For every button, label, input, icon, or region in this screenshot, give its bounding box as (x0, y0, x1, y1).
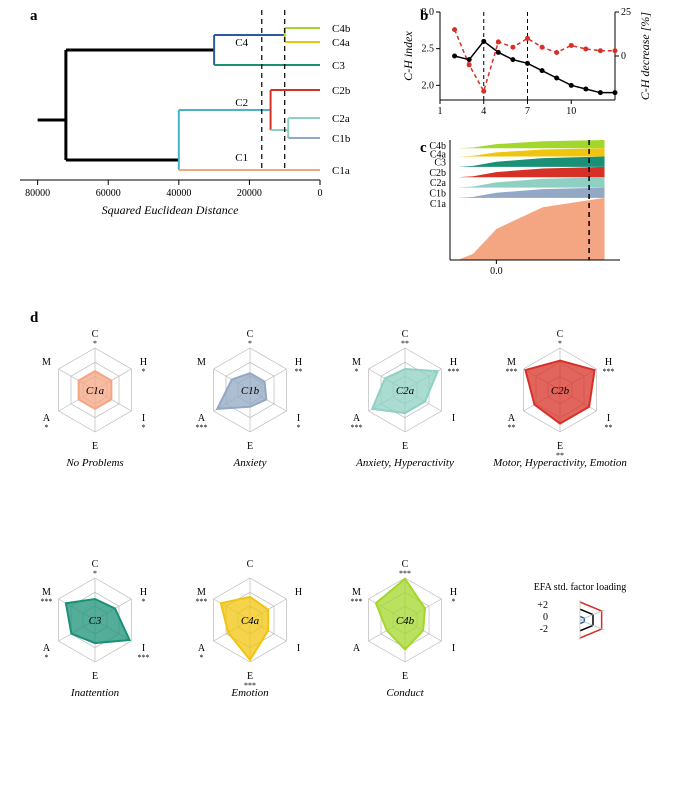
svg-text:***: *** (399, 569, 411, 578)
svg-text:C2b: C2b (551, 385, 570, 397)
svg-text:0: 0 (543, 612, 548, 623)
svg-text:*: * (558, 339, 562, 348)
svg-text:***: *** (506, 367, 518, 376)
panel-d-radars: C*H*I*EA*MC1aNo ProblemsC*H**I*EA***MC1b… (30, 320, 665, 780)
svg-text:I: I (452, 643, 455, 654)
svg-text:*: * (45, 653, 49, 662)
svg-text:**: ** (508, 423, 516, 432)
svg-text:C1a: C1a (430, 199, 447, 210)
svg-text:80000: 80000 (25, 188, 50, 199)
svg-text:10: 10 (566, 106, 576, 117)
svg-text:C3: C3 (89, 615, 102, 627)
svg-text:E: E (247, 441, 253, 452)
svg-text:A: A (353, 643, 361, 654)
node-C2: C2 (235, 97, 248, 109)
svg-text:***: *** (351, 423, 363, 432)
node-C1: C1 (235, 152, 248, 164)
svg-text:-2: -2 (540, 624, 548, 635)
y-left-label: C-H index (401, 31, 415, 81)
leaf-C3: C3 (332, 60, 345, 72)
svg-text:4: 4 (481, 106, 486, 117)
caption-C2a: Anxiety, Hyperactivity (355, 457, 454, 469)
svg-text:7: 7 (525, 106, 530, 117)
svg-text:2.5: 2.5 (422, 44, 435, 55)
svg-text:E: E (402, 671, 408, 682)
leaf-C4a: C4a (332, 37, 350, 49)
svg-text:3.0: 3.0 (422, 7, 435, 18)
svg-text:E: E (402, 441, 408, 452)
svg-text:1: 1 (438, 106, 443, 117)
svg-text:C: C (247, 559, 254, 570)
svg-text:E: E (92, 671, 98, 682)
svg-text:M: M (197, 357, 206, 368)
svg-text:0: 0 (621, 51, 626, 62)
svg-text:***: *** (196, 423, 208, 432)
panel-a-dendrogram: C4b C4a C3 C2b C2a C1b C1a C4 C2 C1 80000 60000 4000… (0, 0, 370, 220)
panel-b-chindex: 2.0 2.5 3.0 0 25 1 4 7 10 C-H index C-H decrease [… (400, 0, 655, 120)
legend-title: EFA std. factor loading (534, 582, 627, 593)
caption-C2b: Motor, Hyperactivity, Emotion (492, 457, 627, 469)
leaf-C1a: C1a (332, 165, 350, 177)
svg-text:C2b: C2b (429, 168, 446, 179)
svg-text:C1b: C1b (429, 189, 446, 200)
svg-text:***: *** (447, 367, 459, 376)
svg-text:20000: 20000 (237, 188, 262, 199)
svg-text:+2: +2 (537, 600, 548, 611)
caption-C3: Inattention (70, 687, 120, 699)
svg-text:0: 0 (318, 188, 323, 199)
caption-C4b: Conduct (386, 687, 424, 699)
svg-text:***: *** (602, 367, 614, 376)
caption-C4a: Emotion (230, 687, 269, 699)
svg-text:*: * (93, 569, 97, 578)
svg-text:E: E (92, 441, 98, 452)
svg-text:C2a: C2a (396, 385, 415, 397)
svg-text:0.0: 0.0 (490, 266, 503, 277)
caption-C1b: Anxiety (233, 457, 267, 469)
svg-text:C1a: C1a (86, 385, 105, 397)
svg-text:*: * (141, 597, 145, 606)
svg-text:I: I (452, 413, 455, 424)
svg-text:C2a: C2a (430, 178, 447, 189)
svg-text:*: * (451, 597, 455, 606)
svg-text:H: H (295, 587, 302, 598)
leaf-C4b: C4b (332, 23, 351, 35)
svg-text:C3: C3 (434, 158, 446, 169)
leaf-C2a: C2a (332, 113, 350, 125)
svg-text:*: * (93, 339, 97, 348)
svg-text:**: ** (294, 367, 302, 376)
svg-text:*: * (248, 339, 252, 348)
radar-C4a (221, 597, 268, 660)
svg-text:*: * (296, 423, 300, 432)
svg-text:***: *** (137, 653, 149, 662)
svg-text:M: M (42, 357, 51, 368)
caption-C1a: No Problems (65, 457, 123, 469)
svg-text:**: ** (401, 339, 409, 348)
svg-text:*: * (141, 423, 145, 432)
svg-text:60000: 60000 (96, 188, 121, 199)
svg-text:25: 25 (621, 7, 631, 18)
x-axis-label: Squared Euclidean Distance (102, 203, 240, 217)
svg-text:*: * (200, 653, 204, 662)
svg-text:***: *** (351, 597, 363, 606)
svg-text:***: *** (41, 597, 53, 606)
svg-text:C4a: C4a (241, 615, 260, 627)
node-C4: C4 (235, 37, 248, 49)
svg-text:C1b: C1b (241, 385, 260, 397)
leaf-C1b: C1b (332, 133, 351, 145)
svg-text:*: * (141, 367, 145, 376)
svg-text:40000: 40000 (166, 188, 191, 199)
leaf-C2b: C2b (332, 85, 351, 97)
y-right-label: C-H decrease [%] (638, 12, 652, 101)
svg-text:*: * (45, 423, 49, 432)
svg-text:I: I (297, 643, 300, 654)
svg-text:*: * (355, 367, 359, 376)
svg-text:2.0: 2.0 (422, 80, 435, 91)
svg-text:**: ** (604, 423, 612, 432)
svg-text:***: *** (196, 597, 208, 606)
panel-c-silhouette: C4bC4aC3C2bC2aC1bC1a0.0 (400, 130, 655, 280)
svg-text:C4b: C4b (396, 615, 415, 627)
